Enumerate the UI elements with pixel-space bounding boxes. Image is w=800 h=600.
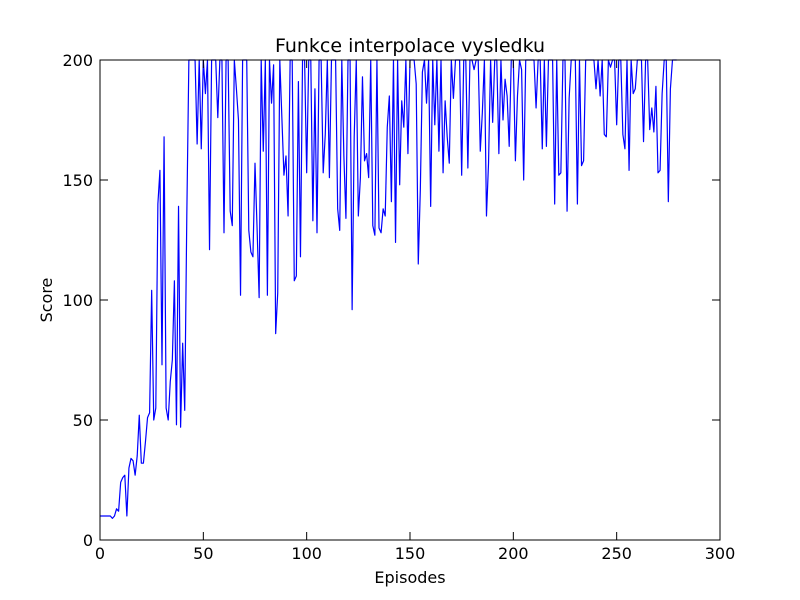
y-tick-label: 100 bbox=[62, 291, 93, 310]
x-tick-label: 200 bbox=[498, 544, 529, 563]
y-tick-label: 150 bbox=[62, 171, 93, 190]
x-tick-label: 100 bbox=[291, 544, 322, 563]
y-axis-label: Score bbox=[37, 278, 56, 323]
plot-frame bbox=[99, 59, 721, 541]
axis-ticks: 0 50 100 150 200 250 300 0 50 100 150 200 bbox=[62, 51, 735, 563]
x-tick-label: 50 bbox=[193, 544, 213, 563]
x-axis-label: Episodes bbox=[374, 568, 445, 587]
plot-area bbox=[100, 59, 677, 520]
x-tick-label: 300 bbox=[705, 544, 736, 563]
chart-title: Funkce interpolace vysledku bbox=[275, 35, 545, 57]
y-tick-label: 50 bbox=[73, 411, 93, 430]
x-tick-label: 0 bbox=[95, 544, 105, 563]
y-tick-label: 200 bbox=[62, 51, 93, 70]
y-tick-label: 0 bbox=[83, 531, 93, 550]
series-line-0 bbox=[100, 59, 677, 520]
x-tick-label: 150 bbox=[395, 544, 426, 563]
x-tick-label: 250 bbox=[601, 544, 632, 563]
